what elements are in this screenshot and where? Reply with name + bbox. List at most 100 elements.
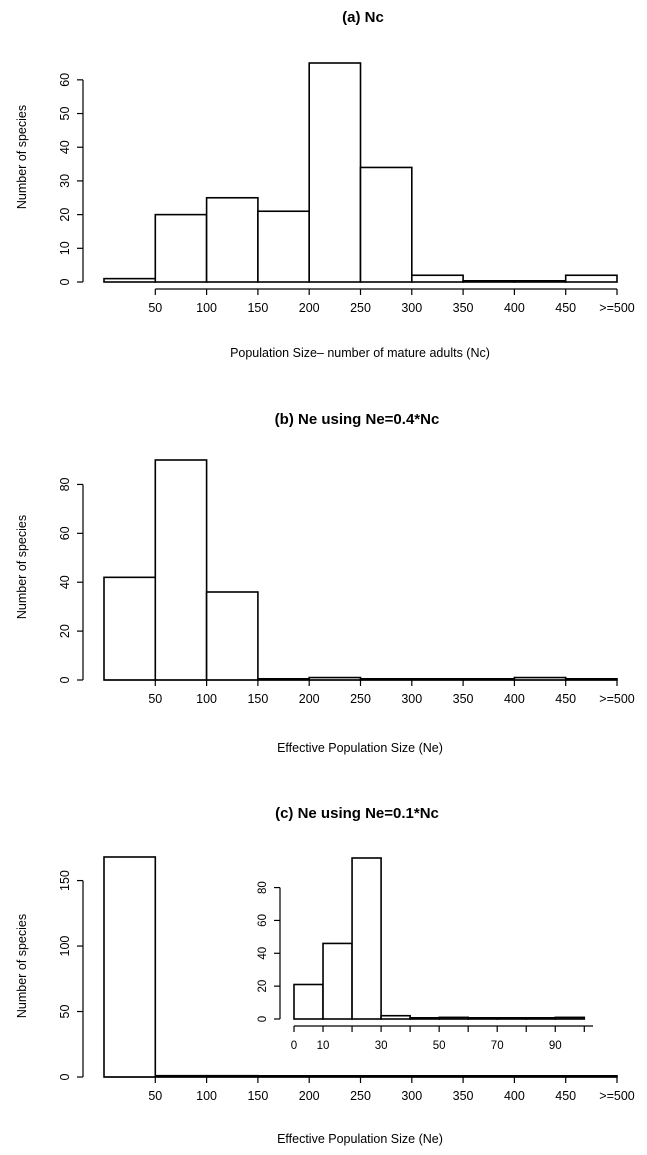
panel-c-y-tick-label: 50 [58, 1005, 72, 1019]
panel-a-y-tick-label: 30 [58, 174, 72, 188]
panel-c-x-tick-label: 350 [453, 1089, 474, 1103]
panel-a-y-tick-label: 50 [58, 107, 72, 121]
inset-bar-6 [467, 1016, 499, 1020]
panel-c-x-axis-label: Effective Population Size (Ne) [277, 1132, 443, 1146]
panel-a-x-tick-label: 450 [555, 301, 576, 315]
panel-c-x-tick-label: 400 [504, 1089, 525, 1103]
inset-bar-4 [409, 1016, 440, 1020]
panel-c-x-tick-label: 150 [247, 1089, 268, 1103]
panel-b-y-tick-label: 60 [58, 526, 72, 540]
inset-bar-9 [554, 1016, 586, 1020]
panel-c-x-tick-label: 250 [350, 1089, 371, 1103]
inset-x-tick-label: 10 [317, 1040, 330, 1052]
panel-a-bar-7 [462, 279, 516, 283]
panel-a-bar-3 [257, 210, 310, 283]
panel-a-y-tick-label: 60 [58, 73, 72, 87]
panel-c-y-tick-label: 150 [58, 870, 72, 891]
panel-b-x-tick-label: 50 [148, 692, 162, 706]
panel-a-x-tick-label: 300 [401, 301, 422, 315]
panel-b-y-tick-label: 40 [58, 575, 72, 589]
panel-b: (b) Ne using Ne=0.4*Nc Number of species… [15, 411, 635, 755]
panel-a: (a) Nc Number of species Population Size… [15, 9, 635, 360]
panel-c-title: (c) Ne using Ne=0.1*Nc [275, 805, 439, 822]
panel-c-x-tick-label: >=500 [599, 1089, 635, 1103]
panel-a-y-tick-label: 20 [58, 208, 72, 222]
inset-x-tick-label: 50 [433, 1040, 446, 1052]
panel-b-x-tick-label: 100 [196, 692, 217, 706]
panel-a-title: (a) Nc [342, 9, 384, 26]
panel-c-x-tick-label: 50 [148, 1089, 162, 1103]
panel-c-y-axis-label: Number of species [15, 914, 29, 1018]
panel-a-x-tick-label: 100 [196, 301, 217, 315]
panel-a-bar-6 [410, 274, 464, 283]
panel-a-y-tick-label: 0 [58, 278, 72, 285]
inset-y-tick-label: 40 [257, 947, 269, 960]
inset-y-tick-label: 0 [257, 1016, 269, 1022]
panel-c-x-tick-label: 200 [299, 1089, 320, 1103]
panel-a-bar-2 [205, 196, 259, 283]
inset-x-tick-label: 90 [549, 1040, 562, 1052]
panel-a-bar-4 [308, 62, 362, 283]
panel-b-bar-0 [103, 576, 157, 681]
panel-a-y-tick-label: 40 [58, 140, 72, 154]
panel-b-x-tick-label: 300 [401, 692, 422, 706]
panel-c-y-tick-label: 100 [58, 936, 72, 957]
inset-bar-5 [438, 1016, 469, 1020]
inset-x-tick-label: 70 [491, 1040, 504, 1052]
panel-a-bar-5 [359, 166, 413, 283]
panel-b-y-tick-label: 20 [58, 624, 72, 638]
panel-b-x-tick-label: 350 [453, 692, 474, 706]
panel-c-bar-0 [103, 856, 157, 1078]
inset-x-tick-label: 0 [291, 1040, 297, 1052]
panel-a-y-axis-label: Number of species [15, 105, 29, 209]
panel-b-axes: 0 20 40 60 80 50 100 150 200 250 300 350 400 450 >=500 [58, 477, 635, 706]
inset-bar-0 [293, 983, 324, 1020]
panel-a-x-axis-label: Population Size– number of mature adults… [230, 346, 490, 360]
panel-b-x-tick-label: 450 [555, 692, 576, 706]
panel-a-bar-9 [564, 274, 618, 283]
inset-y-tick-label: 20 [257, 980, 269, 993]
inset-bar-7 [496, 1016, 528, 1020]
inset-axes: 0 20 40 60 80 0 10 30 50 70 90 [257, 881, 593, 1052]
panel-a-y-tick-label: 10 [58, 241, 72, 255]
panel-b-bar-2 [205, 591, 259, 681]
panel-b-bar-1 [154, 459, 208, 681]
panel-c-x-tick-label: 300 [401, 1089, 422, 1103]
panel-c: (c) Ne using Ne=0.1*Nc Number of species… [15, 805, 635, 1146]
inset-bar-8 [525, 1016, 557, 1020]
panel-c-x-tick-label: 100 [196, 1089, 217, 1103]
panel-b-y-axis-label: Number of species [15, 515, 29, 619]
inset-bar-3 [380, 1014, 411, 1020]
panel-b-bars [103, 459, 618, 681]
panel-b-x-tick-label: 150 [247, 692, 268, 706]
panel-b-x-axis-label: Effective Population Size (Ne) [277, 741, 443, 755]
panel-a-bars [103, 62, 618, 283]
panel-a-x-tick-label: 350 [453, 301, 474, 315]
panel-b-title: (b) Ne using Ne=0.4*Nc [275, 411, 440, 428]
panel-c-y-tick-label: 0 [58, 1073, 72, 1080]
panel-a-x-tick-label: 200 [299, 301, 320, 315]
inset-bar-1 [322, 942, 353, 1020]
panel-b-x-tick-label: >=500 [599, 692, 635, 706]
panel-a-bar-0 [103, 277, 157, 283]
inset-bar-2 [351, 857, 382, 1020]
panel-b-x-tick-label: 400 [504, 692, 525, 706]
panel-a-bar-1 [154, 213, 208, 283]
panel-a-x-tick-label: >=500 [599, 301, 635, 315]
inset-x-tick-label: 30 [375, 1040, 388, 1052]
panel-a-x-tick-label: 250 [350, 301, 371, 315]
panel-c-x-tick-label: 450 [555, 1089, 576, 1103]
panel-a-x-tick-label: 400 [504, 301, 525, 315]
panel-b-y-tick-label: 80 [58, 477, 72, 491]
panel-a-x-tick-label: 150 [247, 301, 268, 315]
inset-bars [293, 857, 586, 1020]
panel-a-axes: 0 10 20 30 40 50 60 50 100 150 200 250 300 350 400 450 >… [58, 73, 635, 315]
panel-b-x-tick-label: 200 [299, 692, 320, 706]
panel-a-bar-8 [513, 279, 567, 283]
inset-y-tick-label: 80 [257, 881, 269, 894]
panel-b-x-tick-label: 250 [350, 692, 371, 706]
panel-c-inset: 0 20 40 60 80 0 10 30 50 70 90 [257, 857, 593, 1052]
panel-a-x-tick-label: 50 [148, 301, 162, 315]
